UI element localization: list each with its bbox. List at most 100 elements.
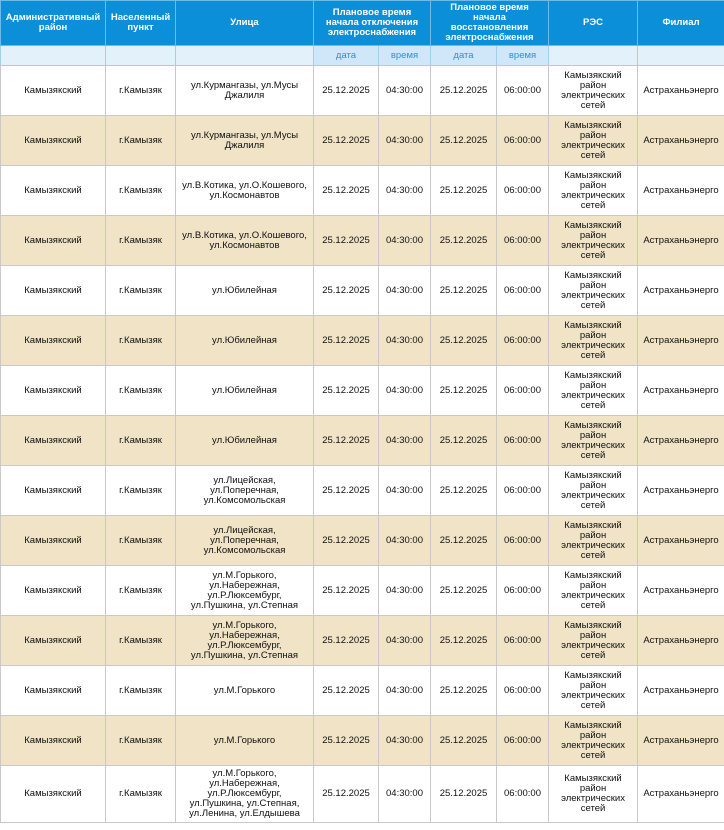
- table-row: Камызякский г.Камызяк ул.В.Котика, ул.О.Ко…: [0, 215, 724, 266]
- table-cell: Камызякский: [0, 465, 106, 516]
- table-cell: 25.12.2025: [313, 365, 379, 416]
- table-cell: 25.12.2025: [430, 315, 497, 366]
- table-cell: 06:00:00: [495, 715, 550, 766]
- table-cell: ул.Юбилейная: [175, 265, 314, 316]
- table-cell: Камызякский: [0, 365, 106, 416]
- table-cell: Астраханьэнерго: [637, 65, 724, 116]
- table-body: Камызякский г.Камызяк ул.Курмангазы, ул.Му…: [0, 65, 724, 823]
- table-cell: 06:00:00: [495, 565, 550, 616]
- table-cell: 04:30:00: [378, 115, 431, 166]
- table-cell: Камызякский: [0, 215, 106, 266]
- header-row: Административный район Населенный пункт Ул…: [0, 0, 724, 46]
- table-row: Камызякский г.Камызяк ул.Юбилейная 25.12.20…: [0, 415, 724, 466]
- table-cell: 04:30:00: [378, 765, 431, 823]
- table-cell: ул.М.Горького, ул.Набережная, ул.Р.Люксе…: [175, 765, 314, 823]
- table-cell: 04:30:00: [378, 315, 431, 366]
- table-cell: 06:00:00: [495, 165, 550, 216]
- table-cell: 06:00:00: [495, 515, 550, 566]
- table-cell: 25.12.2025: [313, 215, 379, 266]
- subheader-blank: [175, 45, 314, 66]
- header-cell: Плановое время начала отключения электро…: [313, 0, 431, 46]
- header-cell: Плановое время начала восстановления эле…: [429, 0, 550, 46]
- table-cell: 25.12.2025: [430, 365, 497, 416]
- table-cell: Камызякский район электрических сетей: [548, 315, 639, 366]
- table-row: Камызякский г.Камызяк ул.М.Горького 25.12.2…: [0, 665, 724, 716]
- table-cell: ул.Юбилейная: [175, 315, 314, 366]
- table-cell: г.Камызяк: [105, 415, 176, 466]
- table-cell: 25.12.2025: [313, 515, 379, 566]
- table-cell: Камызякский: [0, 65, 106, 116]
- table-cell: 04:30:00: [378, 215, 431, 266]
- table-cell: Камызякский: [0, 515, 106, 566]
- table-cell: 06:00:00: [495, 765, 550, 823]
- table-cell: 25.12.2025: [313, 315, 379, 366]
- table-cell: Камызякский: [0, 265, 106, 316]
- table-cell: Камызякский: [0, 165, 106, 216]
- table-cell: Камызякский район электрических сетей: [548, 215, 639, 266]
- subheader-cell: время: [378, 45, 431, 66]
- table-row: Камызякский г.Камызяк ул.М.Горького, ул.На…: [0, 615, 724, 666]
- table-cell: 25.12.2025: [430, 265, 497, 316]
- table-cell: Астраханьэнерго: [637, 665, 724, 716]
- table-cell: 25.12.2025: [430, 165, 497, 216]
- table-cell: Камызякский район электрических сетей: [548, 115, 639, 166]
- table-cell: 25.12.2025: [313, 565, 379, 616]
- table-cell: Камызякский район электрических сетей: [548, 615, 639, 666]
- table-cell: г.Камызяк: [105, 215, 176, 266]
- table-cell: ул.В.Котика, ул.О.Кошевого, ул.Космонавт…: [175, 165, 314, 216]
- table-cell: ул.Курмангазы, ул.Мусы Джалиля: [175, 65, 314, 116]
- table-cell: ул.Лицейская, ул.Поперечная, ул.Комсомол…: [175, 465, 314, 516]
- table-cell: 06:00:00: [495, 115, 550, 166]
- table-cell: Камызякский: [0, 765, 106, 823]
- table-cell: Астраханьэнерго: [637, 565, 724, 616]
- table-cell: 04:30:00: [378, 665, 431, 716]
- table-cell: Камызякский: [0, 715, 106, 766]
- table-cell: 25.12.2025: [430, 515, 497, 566]
- table-row: Камызякский г.Камызяк ул.Курмангазы, ул.Му…: [0, 65, 724, 116]
- subheader-blank: [548, 45, 639, 66]
- table-cell: Астраханьэнерго: [637, 265, 724, 316]
- table-cell: 25.12.2025: [430, 765, 497, 823]
- table-cell: Астраханьэнерго: [637, 365, 724, 416]
- table-cell: 04:30:00: [378, 465, 431, 516]
- table-cell: г.Камызяк: [105, 315, 176, 366]
- table-cell: 25.12.2025: [430, 415, 497, 466]
- table-cell: Камызякский район электрических сетей: [548, 515, 639, 566]
- table-row: Камызякский г.Камызяк ул.Юбилейная 25.12.20…: [0, 265, 724, 316]
- table-cell: г.Камызяк: [105, 365, 176, 416]
- table-cell: 25.12.2025: [313, 465, 379, 516]
- table-cell: г.Камызяк: [105, 115, 176, 166]
- table-cell: 06:00:00: [495, 215, 550, 266]
- table-row: Камызякский г.Камызяк ул.М.Горького, ул.На…: [0, 565, 724, 616]
- subheader-cell: время: [495, 45, 550, 66]
- table-cell: ул.Лицейская, ул.Поперечная, ул.Комсомол…: [175, 515, 314, 566]
- table-cell: 04:30:00: [378, 165, 431, 216]
- table-cell: 25.12.2025: [313, 715, 379, 766]
- table-cell: Камызякский: [0, 315, 106, 366]
- table-cell: г.Камызяк: [105, 465, 176, 516]
- table-cell: 25.12.2025: [430, 665, 497, 716]
- table-cell: 04:30:00: [378, 265, 431, 316]
- table-cell: г.Камызяк: [105, 665, 176, 716]
- table-cell: Камызякский: [0, 615, 106, 666]
- table-cell: 25.12.2025: [430, 565, 497, 616]
- table-cell: 25.12.2025: [313, 65, 379, 116]
- table-row: Камызякский г.Камызяк ул.М.Горького 25.12.2…: [0, 715, 724, 766]
- table-cell: ул.М.Горького, ул.Набережная, ул.Р.Люксе…: [175, 615, 314, 666]
- table-row: Камызякский г.Камызяк ул.Юбилейная 25.12.20…: [0, 365, 724, 416]
- header-cell: Филиал: [637, 0, 724, 46]
- subheader-blank: [105, 45, 176, 66]
- subheader-blank: [637, 45, 724, 66]
- table-cell: 04:30:00: [378, 365, 431, 416]
- table-cell: 25.12.2025: [430, 115, 497, 166]
- table-cell: Астраханьэнерго: [637, 215, 724, 266]
- table-cell: Камызякский район электрических сетей: [548, 665, 639, 716]
- table-head: Административный район Населенный пункт Ул…: [0, 0, 724, 66]
- table-cell: Камызякский район электрических сетей: [548, 65, 639, 116]
- table-cell: 06:00:00: [495, 665, 550, 716]
- table-cell: ул.Курмангазы, ул.Мусы Джалиля: [175, 115, 314, 166]
- table-cell: Астраханьэнерго: [637, 465, 724, 516]
- table-cell: Камызякский: [0, 415, 106, 466]
